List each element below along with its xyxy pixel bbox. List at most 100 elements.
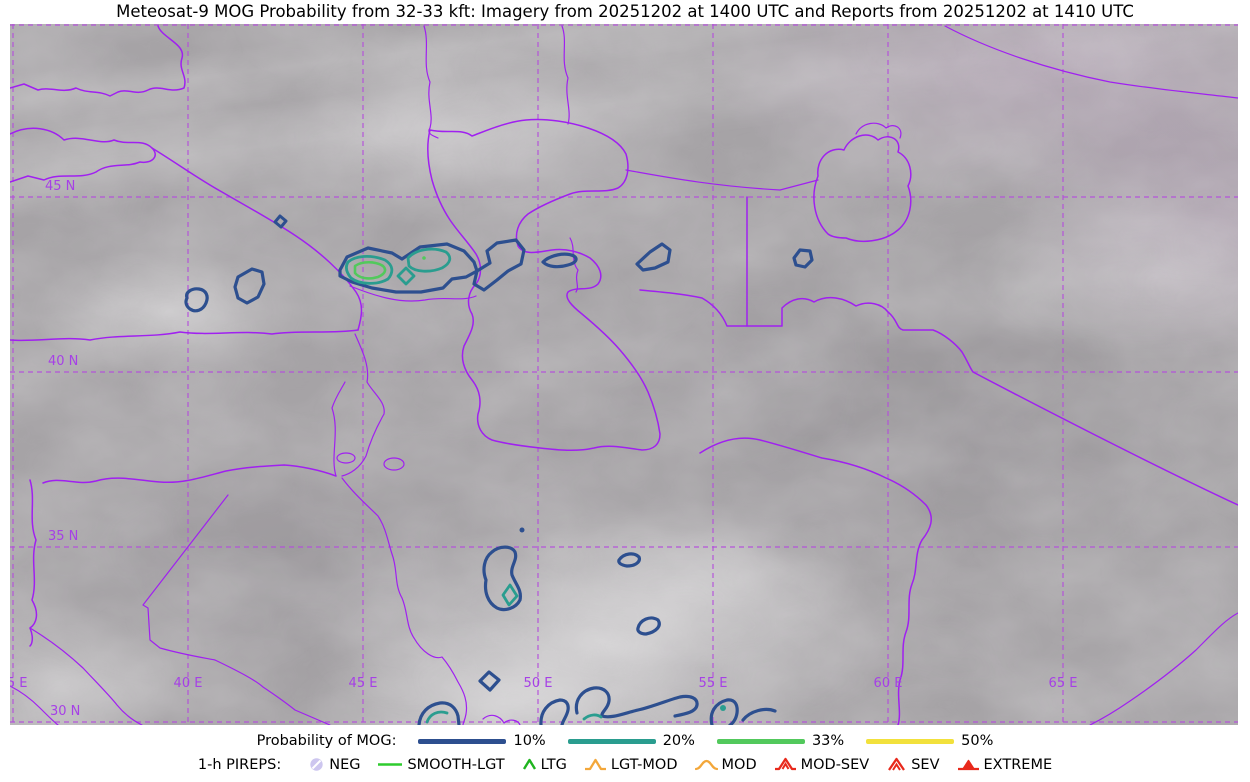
lon-label-50e: 50 E [523,676,553,691]
kazakh-border-to-aral [625,169,819,191]
caspian-sea-outline [427,118,661,452]
lon-label-55e: 55 E [698,676,728,691]
uzboy-wiggle [569,237,579,293]
lat-label-40n: 40 N [48,354,79,369]
yellow-line-swatch [866,738,955,744]
contour-20-west-cell [344,255,394,285]
contour-10-blob-south [636,616,661,636]
pirep-legend-label: 1-h PIREPS: [197,756,282,773]
graticule [10,24,1238,725]
red-filled-triangle-icon [957,759,979,771]
probability-legend-label: Probability of MOG: [256,733,397,749]
lon-label-60e: 60 E [873,676,903,691]
contour-10-bean-south [482,545,522,612]
contour-10-triangle-east-caspian [635,242,672,272]
contour-20-arc-bottom2 [582,713,603,721]
small-aral-outline [855,122,902,139]
ural-river [561,25,570,125]
pirep-item-neg: NEG [308,756,360,773]
contour-10-tiny-diamond [273,214,288,229]
orange-triangle-outline-icon [584,758,606,771]
contour-10-pentagon-east [792,248,814,269]
pirep-item-mod: MOD [694,756,757,773]
pirep-legend: 1-h PIREPS: NEG SMOOTH-LGT LTG LGT-MOD [0,756,1250,773]
turkmen-uzbek-borders [639,289,1238,506]
contour-10-hexagon-west [233,267,266,305]
probability-legend: Probability of MOG: 10% 20% 33% 50% [0,733,1250,749]
lon-label-65e: 65 E [1048,676,1078,691]
contour-10-diamond-bottom [478,670,501,692]
volga-river [423,25,439,139]
legend-value-10pct: 10% [513,733,546,749]
legend-value-33pct: 33% [811,733,845,749]
contour-10-lens-caspian [541,252,578,269]
cloud-texture [10,24,1238,725]
satellite-map: 45 N 40 N 35 N 30 N 35 E 40 E 45 E 50 E … [10,24,1238,725]
legend-value-20pct: 20% [662,733,695,749]
lake-van-outline [336,452,356,464]
prob-contours-20pct [344,247,726,724]
contour-20-east-cell [406,247,452,273]
contour-10-arc-bottom1 [417,701,461,725]
pirep-label-lgt-mod: LGT-MOD [610,756,678,773]
prob-contours-10pct [184,214,814,725]
pirep-label-extreme: EXTREME [983,756,1053,773]
pirep-label-smooth-lgt: SMOOTH-LGT [407,756,505,773]
map-overlay [10,24,1238,725]
page-title: Meteosat-9 MOG Probability from 32-33 kf… [116,2,1134,21]
green-line-swatch [716,738,805,744]
pirep-item-lgt-mod: LGT-MOD [584,756,678,773]
lon-label-35e: 35 E [10,676,28,691]
aral-sea-outline [813,134,912,243]
pirep-item-extreme: EXTREME [957,756,1053,773]
contour-10-small-round-west [184,287,209,313]
pirep-label-neg: NEG [329,756,361,773]
green-dash-icon [378,763,403,766]
contour-10-curve-bottom [741,707,777,722]
lake-urmia-outline [383,457,405,471]
caucasus-borders [349,285,477,302]
contour-10-oval-south [617,552,641,568]
contour-10-dot [519,527,525,533]
legend-item-33pct: 33% [716,733,845,749]
black-sea-east-coast [151,147,363,331]
contour-10-hook-bottom [709,698,739,725]
lat-label-45n: 45 N [45,179,76,194]
prob-contours-33pct [353,256,426,280]
persian-gulf-coast [482,714,521,725]
pirep-label-ltg: LTG [540,756,567,773]
contour-20-diamond-south [501,583,519,607]
pirep-label-sev: SEV [911,756,940,773]
contour-10-squiggle-bottom [574,686,699,719]
bottom-right-border [1089,612,1238,725]
sinai-border [10,685,59,725]
syria-iraq-border [142,494,331,725]
contour-33-west-cell [353,260,387,280]
green-caret-icon [522,758,536,770]
top-right-border [944,25,1238,99]
contour-10-arc-bottom2 [539,698,570,725]
lon-label-40e: 40 E [173,676,203,691]
orange-hump-icon [694,759,718,771]
contour-10-figure8 [472,238,526,292]
pirep-label-mod: MOD [721,756,757,773]
pirep-item-sev: SEV [886,756,940,773]
contour-20-diamond [396,266,416,286]
iran-iraq-border [341,477,468,725]
iran-turkmen-border [699,437,932,725]
lat-label-35n: 35 N [48,529,79,544]
pirep-label-mod-sev: MOD-SEV [800,756,870,773]
mediterranean-coast [29,479,38,647]
navy-line-swatch [418,738,507,744]
lat-label-30n: 30 N [50,704,81,719]
east-turkey-borders [341,333,385,477]
pirep-item-smooth-lgt: SMOOTH-LGT [377,756,505,773]
contour-20-arc-bottom1 [425,710,449,724]
lon-label-45e: 45 E [348,676,378,691]
contour-33-dot [422,256,426,260]
contour-20-dot-bottom [720,705,726,711]
red-double-caret-icon [888,757,906,771]
legend-item-10pct: 10% [418,733,546,749]
teal-line-swatch [567,738,656,744]
